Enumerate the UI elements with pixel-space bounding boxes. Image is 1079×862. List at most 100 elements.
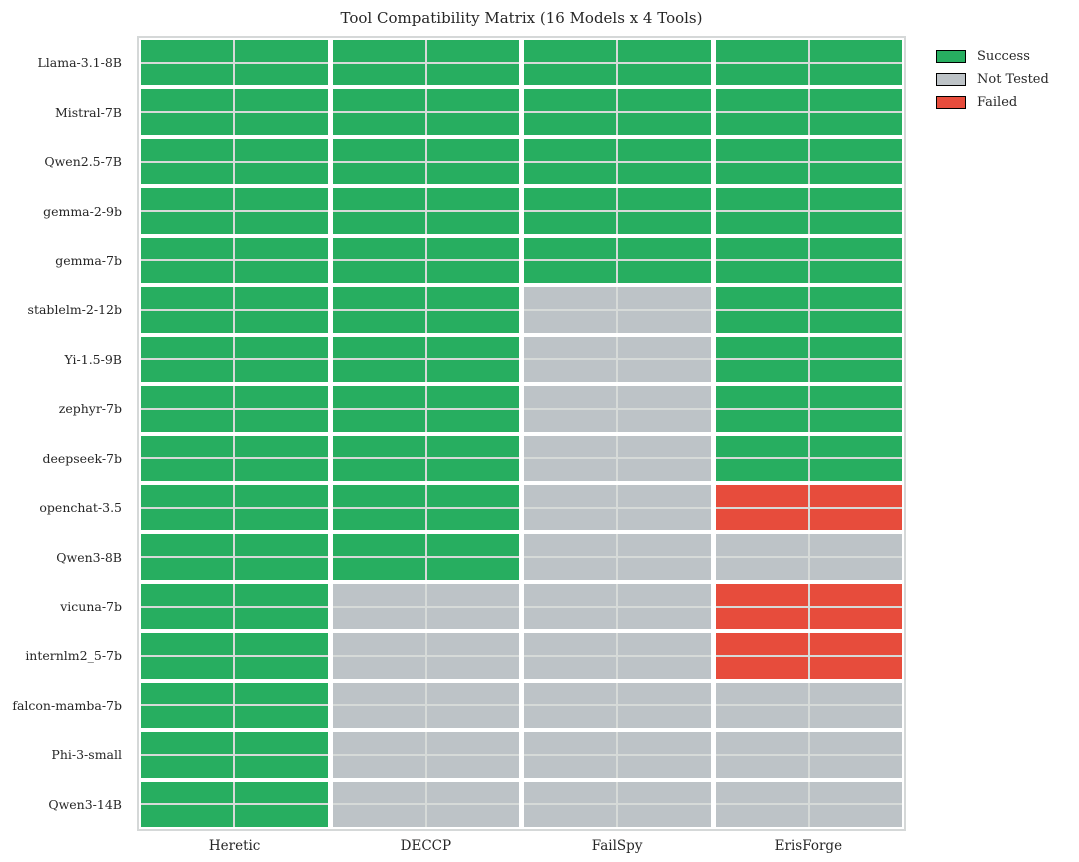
heatmap-cell bbox=[715, 732, 902, 778]
heatmap-subcell bbox=[809, 656, 902, 679]
row-label-zephyr-7b: zephyr-7b bbox=[58, 401, 122, 417]
heatmap-cell bbox=[524, 138, 711, 185]
heatmap-subcell bbox=[141, 212, 234, 234]
heatmap-subcell bbox=[426, 261, 519, 284]
heatmap-subcell bbox=[809, 435, 902, 458]
heatmap-subcell bbox=[618, 40, 711, 62]
heatmap-cell bbox=[141, 435, 328, 481]
heatmap-subcell bbox=[235, 287, 328, 309]
heatmap-cell bbox=[715, 435, 902, 481]
heatmap-subcell bbox=[235, 781, 328, 804]
heatmap-cell bbox=[524, 40, 711, 86]
heatmap-subcell bbox=[524, 534, 617, 557]
heatmap-grid bbox=[137, 36, 906, 831]
heatmap-cell bbox=[332, 89, 519, 135]
row-label-Qwen3-14B: Qwen3-14B bbox=[48, 796, 122, 812]
heatmap-cell bbox=[332, 386, 519, 432]
heatmap-subcell bbox=[426, 607, 519, 630]
heatmap-subcell bbox=[618, 583, 711, 606]
heatmap-subcell bbox=[141, 336, 234, 359]
heatmap-cell bbox=[141, 682, 328, 729]
heatmap-cell bbox=[332, 534, 519, 580]
heatmap-subcell bbox=[332, 212, 425, 234]
heatmap-subcell bbox=[141, 459, 234, 481]
heatmap-subcell bbox=[426, 755, 519, 778]
heatmap-cell bbox=[524, 287, 711, 333]
heatmap-subcell bbox=[332, 583, 425, 606]
heatmap-cell bbox=[141, 732, 328, 778]
heatmap-subcell bbox=[426, 409, 519, 432]
heatmap-subcell bbox=[332, 310, 425, 333]
heatmap-subcell bbox=[141, 188, 234, 211]
heatmap-subcell bbox=[235, 755, 328, 778]
heatmap-subcell bbox=[141, 656, 234, 679]
row-label-internlm2_5-7b: internlm2_5-7b bbox=[25, 648, 122, 664]
heatmap-subcell bbox=[618, 138, 711, 161]
heatmap-subcell bbox=[426, 162, 519, 185]
heatmap-cell bbox=[524, 682, 711, 729]
legend-label: Not Tested bbox=[977, 72, 1049, 87]
heatmap-subcell bbox=[524, 805, 617, 827]
heatmap-subcell bbox=[524, 656, 617, 679]
heatmap-cell bbox=[715, 336, 902, 383]
heatmap-subcell bbox=[235, 212, 328, 234]
heatmap-cell bbox=[141, 40, 328, 86]
heatmap-subcell bbox=[809, 162, 902, 185]
heatmap-subcell bbox=[332, 113, 425, 135]
heatmap-subcell bbox=[715, 63, 808, 86]
heatmap-cell bbox=[141, 138, 328, 185]
row-label-Yi-1.5-9B: Yi-1.5-9B bbox=[64, 351, 123, 367]
heatmap-cell bbox=[332, 138, 519, 185]
heatmap-subcell bbox=[618, 435, 711, 458]
heatmap-subcell bbox=[426, 459, 519, 481]
heatmap-subcell bbox=[426, 732, 519, 754]
heatmap-cell bbox=[141, 336, 328, 383]
heatmap-subcell bbox=[618, 360, 711, 383]
heatmap-cell bbox=[332, 484, 519, 531]
heatmap-subcell bbox=[332, 781, 425, 804]
heatmap-cell bbox=[141, 237, 328, 284]
x-axis-labels: Heretic DECCP FailSpy ErisForge bbox=[139, 838, 904, 854]
heatmap-subcell bbox=[715, 534, 808, 557]
heatmap-subcell bbox=[715, 409, 808, 432]
heatmap-subcell bbox=[524, 261, 617, 284]
heatmap-subcell bbox=[618, 386, 711, 408]
heatmap-subcell bbox=[141, 261, 234, 284]
heatmap-subcell bbox=[618, 534, 711, 557]
heatmap-subcell bbox=[524, 138, 617, 161]
heatmap-subcell bbox=[141, 484, 234, 507]
legend-swatch-success bbox=[936, 50, 966, 63]
heatmap-subcell bbox=[809, 732, 902, 754]
column-label-Heretic: Heretic bbox=[208, 838, 261, 854]
heatmap-cell bbox=[524, 732, 711, 778]
heatmap-cell bbox=[332, 237, 519, 284]
heatmap-subcell bbox=[426, 212, 519, 234]
heatmap-subcell bbox=[332, 237, 425, 260]
heatmap-subcell bbox=[426, 113, 519, 135]
heatmap-subcell bbox=[715, 706, 808, 729]
row-label-Qwen2.5-7B: Qwen2.5-7B bbox=[44, 154, 122, 170]
heatmap-subcell bbox=[524, 287, 617, 309]
heatmap-subcell bbox=[618, 212, 711, 234]
heatmap-subcell bbox=[618, 508, 711, 531]
heatmap-subcell bbox=[141, 583, 234, 606]
heatmap-subcell bbox=[235, 706, 328, 729]
heatmap-subcell bbox=[524, 633, 617, 655]
heatmap-subcell bbox=[715, 459, 808, 481]
heatmap-subcell bbox=[524, 63, 617, 86]
heatmap-subcell bbox=[809, 459, 902, 481]
heatmap-subcell bbox=[809, 237, 902, 260]
heatmap-cell bbox=[715, 40, 902, 86]
heatmap-cell bbox=[715, 287, 902, 333]
heatmap-cell bbox=[141, 188, 328, 234]
heatmap-cell bbox=[715, 633, 902, 679]
heatmap-subcell bbox=[332, 409, 425, 432]
heatmap-subcell bbox=[141, 607, 234, 630]
heatmap-subcell bbox=[524, 682, 617, 705]
heatmap-subcell bbox=[524, 310, 617, 333]
heatmap-subcell bbox=[715, 360, 808, 383]
heatmap-subcell bbox=[809, 40, 902, 62]
heatmap-cell bbox=[524, 89, 711, 135]
heatmap-subcell bbox=[426, 63, 519, 86]
